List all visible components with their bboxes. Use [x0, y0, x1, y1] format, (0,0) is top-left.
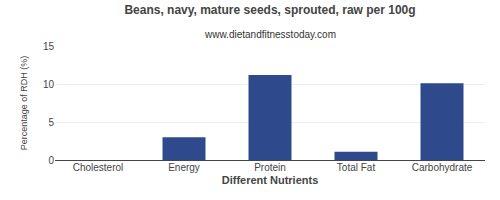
svg-text:Energy: Energy — [168, 162, 200, 173]
svg-text:10: 10 — [43, 79, 55, 90]
svg-text:Carbohydrate: Carbohydrate — [412, 162, 473, 173]
svg-text:Protein: Protein — [254, 162, 286, 173]
svg-text:Percentage of RDH (%): Percentage of RDH (%) — [19, 56, 29, 151]
svg-text:www.dietandfitnesstoday.com: www.dietandfitnesstoday.com — [204, 29, 336, 40]
svg-text:Total Fat: Total Fat — [337, 162, 376, 173]
svg-text:Different Nutrients: Different Nutrients — [222, 174, 319, 186]
svg-text:Beans, navy, mature seeds, spr: Beans, navy, mature seeds, sprouted, raw… — [124, 3, 415, 17]
svg-text:5: 5 — [48, 117, 54, 128]
svg-text:Cholesterol: Cholesterol — [73, 162, 124, 173]
svg-text:0: 0 — [48, 155, 54, 166]
svg-text:15: 15 — [43, 41, 55, 52]
